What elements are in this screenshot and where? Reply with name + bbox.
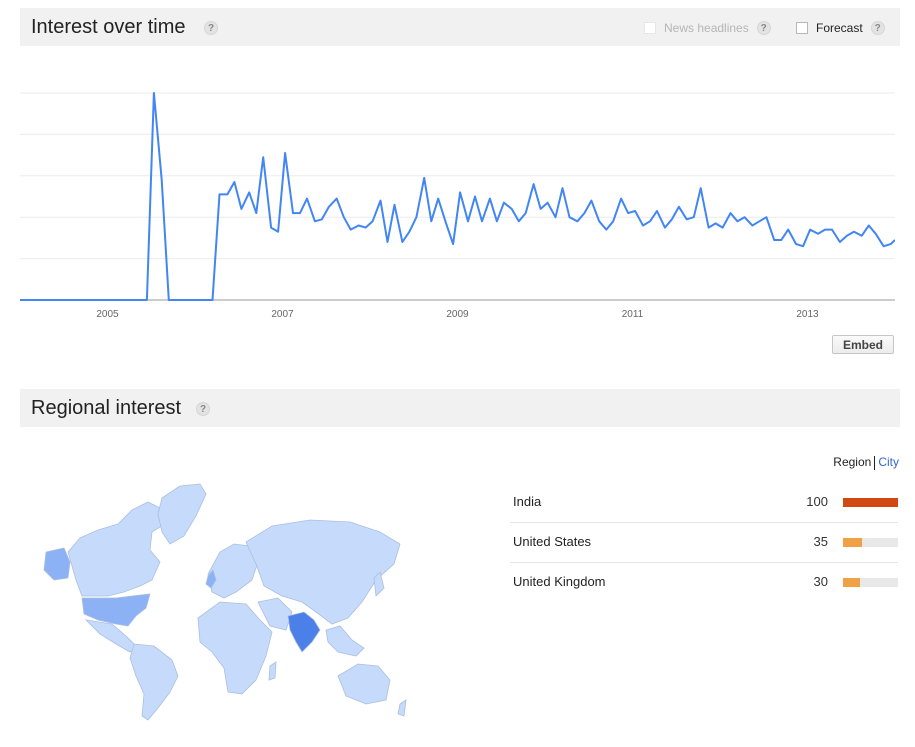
region-bar-track xyxy=(843,538,898,547)
forecast-checkbox[interactable] xyxy=(796,22,808,34)
region-name[interactable]: United States xyxy=(513,534,592,549)
news-headlines-label: News headlines xyxy=(664,21,749,35)
embed-button[interactable]: Embed xyxy=(832,335,894,354)
region-city-toggle: Region City xyxy=(833,455,899,470)
news-headlines-option: News headlines ? xyxy=(644,21,771,35)
world-map[interactable] xyxy=(20,480,420,730)
region-mexico[interactable] xyxy=(84,619,139,653)
region-europe[interactable] xyxy=(207,543,259,599)
region-india[interactable] xyxy=(287,611,321,653)
region-value: 30 xyxy=(813,574,828,589)
region-united-kingdom[interactable] xyxy=(205,569,217,589)
region-australia[interactable] xyxy=(337,663,391,705)
region-madagascar[interactable] xyxy=(268,661,277,681)
x-tick-label: 2007 xyxy=(271,309,294,320)
region-row[interactable]: United States 35 xyxy=(510,523,898,563)
region-bar-track xyxy=(843,578,898,587)
x-tick-label: 2009 xyxy=(446,309,469,320)
region-bar-fill xyxy=(843,578,860,587)
interest-line-chart: 2005 2007 2009 2011 2013 xyxy=(20,92,895,320)
map-land xyxy=(43,483,407,721)
question-icon[interactable]: ? xyxy=(756,21,771,35)
x-tick-label: 2005 xyxy=(96,309,119,320)
toggle-separator xyxy=(874,455,876,470)
region-japan[interactable] xyxy=(373,571,385,597)
city-toggle[interactable]: City xyxy=(878,455,899,469)
regional-interest-title: Regional interest xyxy=(31,397,182,419)
forecast-option[interactable]: Forecast ? xyxy=(796,21,885,35)
forecast-label: Forecast xyxy=(816,21,863,35)
region-africa[interactable] xyxy=(197,601,273,695)
region-south-america[interactable] xyxy=(129,643,179,721)
region-asia[interactable] xyxy=(245,519,401,625)
region-greenland[interactable] xyxy=(157,483,207,545)
x-tick-label: 2011 xyxy=(622,309,644,320)
regional-interest-header: Regional interest ? xyxy=(20,389,900,427)
region-toggle[interactable]: Region xyxy=(833,455,872,469)
x-tick-label: 2013 xyxy=(796,309,819,320)
region-bar-fill xyxy=(843,538,863,547)
question-icon[interactable]: ? xyxy=(870,21,885,35)
region-name[interactable]: India xyxy=(513,494,542,509)
region-value: 35 xyxy=(813,534,828,549)
region-canada[interactable] xyxy=(67,501,169,597)
region-southeast-asia[interactable] xyxy=(325,625,365,657)
news-headlines-checkbox xyxy=(644,22,656,34)
question-icon[interactable]: ? xyxy=(204,21,218,35)
region-alaska[interactable] xyxy=(43,547,71,581)
series-line[interactable] xyxy=(20,92,895,301)
region-row[interactable]: India 100 xyxy=(510,483,898,523)
region-bar-track xyxy=(843,498,898,507)
region-name[interactable]: United Kingdom xyxy=(513,574,606,589)
regional-table: India 100 United States 35 United Kingdom 30 xyxy=(510,483,898,602)
region-new-zealand[interactable] xyxy=(397,699,407,717)
interest-over-time-header: Interest over time ? News headlines ? Fo… xyxy=(20,8,900,46)
region-value: 100 xyxy=(806,494,828,509)
question-icon[interactable]: ? xyxy=(196,402,210,416)
interest-over-time-title: Interest over time xyxy=(31,16,186,38)
region-united-states[interactable] xyxy=(81,593,151,627)
region-bar-fill xyxy=(843,498,898,507)
region-row[interactable]: United Kingdom 30 xyxy=(510,563,898,602)
